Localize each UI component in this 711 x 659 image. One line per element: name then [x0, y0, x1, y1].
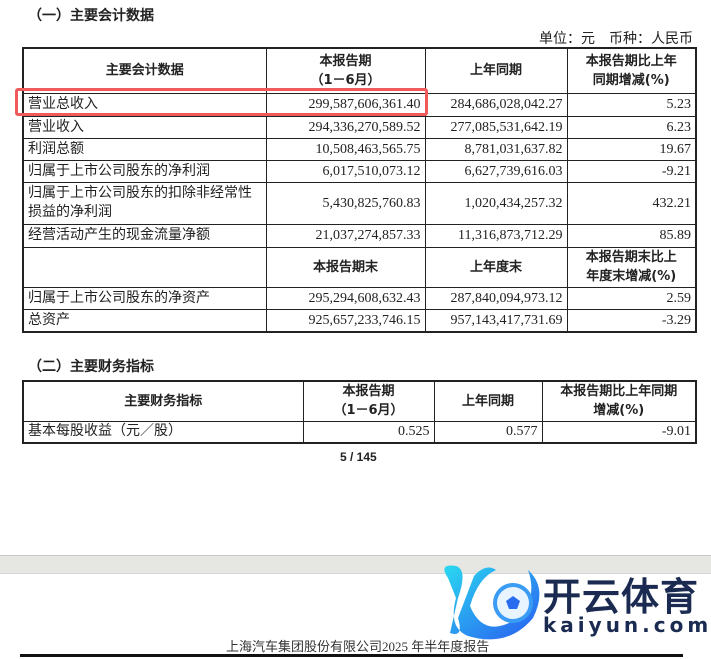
- header-cell: 主要财务指标: [22, 380, 304, 422]
- change-pct: 6.23: [566, 115, 697, 139]
- header-cell: 本报告期 （1－6月）: [265, 47, 426, 94]
- change-pct: 2.59: [566, 286, 697, 310]
- header-line: 同期增减(%): [592, 72, 670, 88]
- watermark-text: 开云体育: [543, 575, 700, 619]
- accounting-data-table: 主要会计数据 本报告期 （1－6月） 上年同期 本报告期比上年 同期增减(%) 营业…: [22, 47, 697, 333]
- table-subheader-row: 本报告期末 上年度末 本报告期末比上 年度末增减(%): [22, 246, 697, 288]
- header-cell: 本报告期比上年同期增减(%): [541, 380, 697, 422]
- header-cell: 本报告期末: [265, 246, 426, 288]
- prior-value: 0.577: [433, 420, 543, 444]
- section2-title: （二）主要财务指标: [28, 359, 154, 375]
- header-line: 本报告期比上年同期: [560, 384, 678, 400]
- header-line: 本报告期比上年: [585, 53, 677, 69]
- kaiyun-logo: 开云体育 kaiyun.com: [428, 558, 708, 643]
- change-pct: 432.21: [566, 181, 697, 225]
- row-label: 总资产: [22, 308, 267, 333]
- prior-value: 957,143,417,731.69: [424, 308, 568, 333]
- table-row: 利润总额 10,508,463,565.75 8,781,031,637.82 19.…: [22, 137, 697, 161]
- unit-label: 单位：元 币种：人民币: [539, 32, 693, 47]
- current-value: 21,037,274,857.33: [265, 223, 426, 248]
- change-pct: -3.29: [566, 308, 697, 333]
- current-value: 5,430,825,760.83: [265, 181, 426, 225]
- change-pct: -9.01: [541, 420, 697, 444]
- current-value: 295,294,608,632.43: [265, 286, 426, 310]
- kaiyun-logo-graphic: [444, 565, 540, 640]
- page-separator: [0, 555, 711, 574]
- table-row: 营业总收入 299,587,606,361.40 284,686,028,042.2…: [22, 92, 697, 117]
- header-cell: 上年同期: [424, 47, 568, 94]
- table-row: 营业收入 294,336,270,589.52 277,085,531,642.19…: [22, 115, 697, 139]
- prior-value: 1,020,434,257.32: [424, 181, 568, 225]
- header-cell: 上年同期: [433, 380, 543, 422]
- current-value: 10,508,463,565.75: [265, 137, 426, 161]
- highlight-box: [15, 88, 428, 116]
- page-number: 5 / 145: [340, 450, 377, 464]
- current-value: 925,657,233,746.15: [265, 308, 426, 333]
- prior-value: 11,316,873,712.29: [424, 223, 568, 248]
- current-value: 294,336,270,589.52: [265, 115, 426, 139]
- row-label: 归属于上市公司股东的净利润: [22, 159, 267, 183]
- table-row: 归属于上市公司股东的扣除非经常性损益的净利润 5,430,825,760.83 1,…: [22, 181, 697, 225]
- table-row: 经营活动产生的现金流量净额 21,037,274,857.33 11,316,873…: [22, 223, 697, 248]
- prior-value: 277,085,531,642.19: [424, 115, 568, 139]
- section1-title: （一）主要会计数据: [28, 8, 154, 24]
- prior-value: 8,781,031,637.82: [424, 137, 568, 161]
- header-line: 年度末增减(%): [586, 269, 677, 284]
- header-cell: 本报告期末比上 年度末增减(%): [566, 246, 697, 288]
- change-pct: 85.89: [566, 223, 697, 248]
- table-header-row: 主要财务指标 本报告期 （1－6月） 上年同期 本报告期比上年同期 增减(%): [22, 380, 697, 422]
- header-cell: 本报告期比上年同期增减(%): [566, 47, 697, 94]
- financial-indicators-table: 主要财务指标 本报告期 （1－6月） 上年同期 本报告期比上年同期 增减(%) 基本…: [22, 380, 697, 444]
- header-line: 增减(%): [593, 403, 645, 419]
- row-label: 经营活动产生的现金流量净额: [22, 223, 267, 248]
- row-label: 归属于上市公司股东的扣除非经常性损益的净利润: [22, 181, 267, 225]
- watermark-url: kaiyun.com: [543, 613, 711, 637]
- header-line: （1－6月）: [333, 403, 404, 419]
- current-value: 6,017,510,073.12: [265, 159, 426, 183]
- change-pct: 5.23: [566, 92, 697, 117]
- prior-value: 6,627,739,616.03: [424, 159, 568, 183]
- row-label: 基本每股收益（元／股）: [22, 420, 304, 444]
- table-row: 基本每股收益（元／股） 0.525 0.577 -9.01: [22, 420, 697, 444]
- header-line: （1－6月）: [310, 72, 381, 88]
- change-pct: -9.21: [566, 159, 697, 183]
- table-row: 归属于上市公司股东的净资产 295,294,608,632.43 287,840,0…: [22, 286, 697, 310]
- header-line: 本报告期: [319, 53, 372, 69]
- header-cell: 上年度末: [424, 246, 568, 288]
- header-cell: 主要会计数据: [22, 47, 267, 94]
- empty-cell: [22, 246, 267, 288]
- footer-rule: [20, 654, 683, 657]
- header-line: 本报告期: [342, 384, 395, 400]
- current-value: 299,587,606,361.40: [265, 92, 426, 117]
- current-value: 0.525: [302, 420, 435, 444]
- table-header-row: 主要会计数据 本报告期 （1－6月） 上年同期 本报告期比上年 同期增减(%): [22, 47, 697, 94]
- footer-text: 上海汽车集团股份有限公司2025 年半年度报告: [226, 639, 490, 654]
- header-cell: 本报告期 （1－6月）: [302, 380, 435, 422]
- row-label: 归属于上市公司股东的净资产: [22, 286, 267, 310]
- table-row: 归属于上市公司股东的净利润 6,017,510,073.12 6,627,739,6…: [22, 159, 697, 183]
- prior-value: 287,840,094,973.12: [424, 286, 568, 310]
- row-label: 营业收入: [22, 115, 267, 139]
- row-label: 利润总额: [22, 137, 267, 161]
- header-line: 本报告期末比上: [585, 250, 677, 265]
- table-row: 总资产 925,657,233,746.15 957,143,417,731.69-…: [22, 308, 697, 333]
- prior-value: 284,686,028,042.27: [424, 92, 568, 117]
- change-pct: 19.67: [566, 137, 697, 161]
